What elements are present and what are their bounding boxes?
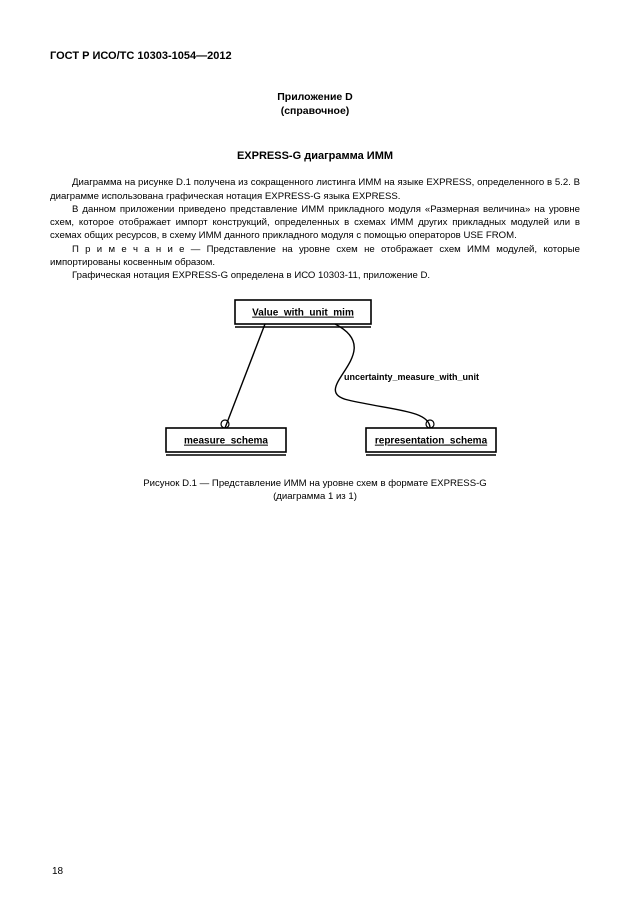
body-text: Диаграмма на рисунке D.1 получена из сок… [50,176,580,282]
svg-text:uncertainty_measure_with_unit: uncertainty_measure_with_unit [344,372,479,382]
paragraph-1: Диаграмма на рисунке D.1 получена из сок… [50,176,580,202]
page-number: 18 [52,866,63,877]
section-title: EXPRESS-G диаграмма ИММ [50,150,580,162]
svg-text:measure_schema: measure_schema [184,436,268,447]
figure-caption-line2: (диаграмма 1 из 1) [273,491,357,502]
express-g-diagram: uncertainty_measure_with_unit Value_with_… [130,292,500,472]
appendix-title: Приложение D (справочное) [50,90,580,118]
figure-caption-line1: Рисунок D.1 — Представление ИММ на уровн… [143,478,487,489]
figure-caption: Рисунок D.1 — Представление ИММ на уровн… [50,478,580,504]
paragraph-4: Графическая нотация EXPRESS-G определена… [50,269,580,282]
appendix-line1: Приложение D [277,91,353,103]
paragraph-2: В данном приложении приведено представле… [50,203,580,243]
doc-header: ГОСТ Р ИСО/ТС 10303-1054—2012 [50,50,580,62]
appendix-line2: (справочное) [281,105,350,117]
svg-text:representation_schema: representation_schema [375,436,488,447]
page: ГОСТ Р ИСО/ТС 10303-1054—2012 Приложение… [0,0,630,913]
paragraph-3: П р и м е ч а н и е — Представление на у… [50,243,580,269]
svg-text:Value_with_unit_mim: Value_with_unit_mim [252,308,354,319]
